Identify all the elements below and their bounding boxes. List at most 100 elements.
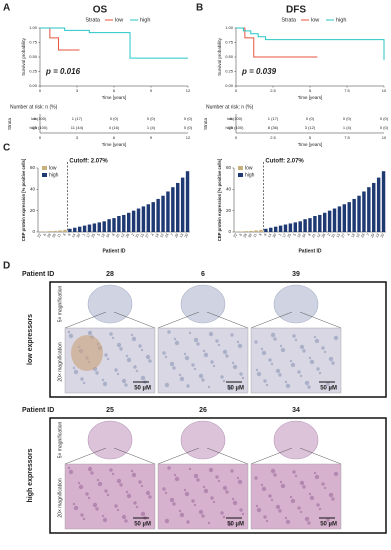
bar xyxy=(357,195,361,232)
nucleus xyxy=(145,354,151,360)
y-tick-label: 60 xyxy=(30,165,36,170)
nucleus xyxy=(186,520,190,524)
nucleus xyxy=(140,484,144,488)
group-label: high expressors xyxy=(27,448,34,502)
bar xyxy=(278,225,283,232)
bar xyxy=(254,230,258,232)
risk-x-tick-label: 9 xyxy=(150,135,153,140)
bar xyxy=(146,204,151,232)
nucleus xyxy=(231,497,235,501)
risk-cell: 0 (0) xyxy=(147,116,156,121)
y-tick-label: 0 xyxy=(32,229,35,234)
x-tick-label: 2 xyxy=(131,233,135,237)
bar xyxy=(372,182,376,232)
nucleus xyxy=(126,357,132,363)
nucleus xyxy=(95,507,99,511)
magnification-label: 20× magnification xyxy=(57,478,63,518)
nucleus xyxy=(316,503,320,507)
x-tick-label: 18 xyxy=(154,233,159,238)
x-tick-label: 10 xyxy=(382,88,387,93)
nucleus xyxy=(193,367,197,371)
nucleus xyxy=(239,372,243,376)
nucleus xyxy=(326,382,330,386)
nucleus xyxy=(68,333,74,339)
nucleus xyxy=(186,384,190,388)
nucleus xyxy=(121,378,127,384)
zoom-lines xyxy=(250,447,342,465)
bar xyxy=(249,230,253,232)
nucleus xyxy=(270,362,274,366)
patient-id: 39 xyxy=(292,271,300,278)
risk-cell: 1 (4) xyxy=(343,125,352,130)
nucleus xyxy=(78,484,84,490)
nucleus xyxy=(212,364,216,368)
cutoff-label: Cutoff: 2.07% xyxy=(69,159,108,165)
risk-row-label: low xyxy=(31,116,37,121)
nucleus xyxy=(198,509,204,515)
nucleus xyxy=(299,510,303,514)
nucleus xyxy=(326,518,330,522)
nucleus xyxy=(87,496,91,500)
x-tick-label: 0 xyxy=(39,88,42,93)
legend-label: high xyxy=(336,17,346,23)
nucleus xyxy=(126,493,132,499)
x-tick-label: 2.5 xyxy=(270,88,276,93)
nucleus xyxy=(106,357,110,361)
tissue-core xyxy=(273,420,319,460)
scale-bar-label: 50 µM xyxy=(227,386,244,392)
patient-id-label: Patient ID xyxy=(22,407,54,414)
zoom-lines xyxy=(64,311,156,329)
patient-id-label: Patient ID xyxy=(22,271,54,278)
bar xyxy=(122,214,126,232)
nucleus xyxy=(289,359,293,363)
nucleus xyxy=(230,469,234,473)
nucleus xyxy=(201,514,205,518)
nucleus xyxy=(202,349,206,353)
nucleus xyxy=(215,475,219,479)
nucleus xyxy=(265,383,269,387)
bar xyxy=(352,198,356,232)
x-tick-label: 3 xyxy=(76,88,79,93)
x-tick-label: 10 xyxy=(159,233,164,238)
bar xyxy=(161,195,165,232)
nucleus xyxy=(207,521,211,525)
nucleus xyxy=(109,468,113,472)
risk-cell: 1 (4) xyxy=(147,125,156,130)
chart-title: OS xyxy=(93,5,108,16)
tissue-core xyxy=(87,284,133,324)
x-tick-label: 12 xyxy=(120,233,125,238)
nucleus xyxy=(135,369,139,373)
nucleus xyxy=(236,476,240,480)
nucleus xyxy=(130,333,134,337)
x-tick-label: 5 xyxy=(97,233,101,237)
nucleus xyxy=(172,502,176,506)
bar xyxy=(298,221,302,232)
nucleus xyxy=(263,515,267,519)
nucleus xyxy=(96,478,100,482)
nucleus xyxy=(289,495,293,499)
nucleus xyxy=(208,467,214,473)
nucleus xyxy=(285,519,291,525)
risk-x-tick-label: 2.5 xyxy=(270,135,276,140)
bar xyxy=(48,231,52,232)
nucleus xyxy=(321,346,325,350)
nucleus xyxy=(290,498,296,504)
nucleus xyxy=(104,353,108,357)
nucleus xyxy=(227,385,233,391)
y-axis-label: CBP protein expression [% positive cells… xyxy=(217,158,222,241)
y-tick-label: 0.75 xyxy=(225,40,234,45)
x-tick-label: 11 xyxy=(56,233,61,238)
x-tick-label: 12 xyxy=(186,88,191,93)
nucleus xyxy=(217,343,221,347)
magnification-label: 20× magnification xyxy=(57,342,63,382)
patient-id: 34 xyxy=(292,407,300,414)
bar xyxy=(362,191,366,232)
nucleus xyxy=(173,337,177,341)
nucleus xyxy=(198,373,204,379)
nucleus xyxy=(111,472,115,476)
risk-cell: 0 (0) xyxy=(380,125,389,130)
bar xyxy=(327,210,332,232)
bar xyxy=(77,226,82,232)
nucleus xyxy=(162,487,166,491)
panel-label: C xyxy=(3,143,10,154)
